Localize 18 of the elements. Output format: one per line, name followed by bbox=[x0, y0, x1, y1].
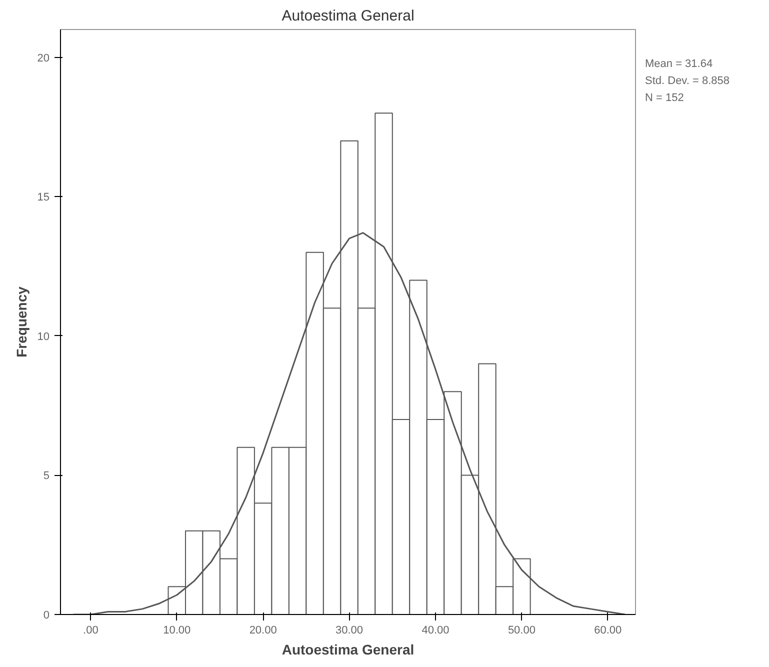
chart-title: Autoestima General bbox=[282, 8, 414, 24]
y-tick-label: 10 bbox=[37, 330, 50, 343]
x-tick-label: 10.00 bbox=[163, 624, 191, 636]
text: N = 152 bbox=[645, 92, 684, 104]
y-tick-label: 0 bbox=[43, 610, 50, 622]
y-axis-title: Frequency bbox=[13, 286, 30, 358]
x-tick-label: 60.00 bbox=[594, 624, 622, 636]
y-tick-label: 5 bbox=[43, 470, 50, 482]
x-tick-label: 20.00 bbox=[249, 624, 277, 636]
x-axis-title: Autoestima General bbox=[282, 642, 414, 658]
x-tick-label: 30.00 bbox=[336, 624, 364, 636]
text: Std. Dev. = 8.858 bbox=[645, 75, 730, 87]
x-tick-label: 50.00 bbox=[508, 624, 536, 636]
y-tick-label: 15 bbox=[37, 192, 50, 204]
x-tick-label: 40.00 bbox=[422, 624, 450, 636]
x-tick-label: .00 bbox=[83, 624, 98, 636]
y-tick-label: 20 bbox=[37, 52, 50, 64]
text: Mean = 31.64 bbox=[645, 58, 713, 70]
